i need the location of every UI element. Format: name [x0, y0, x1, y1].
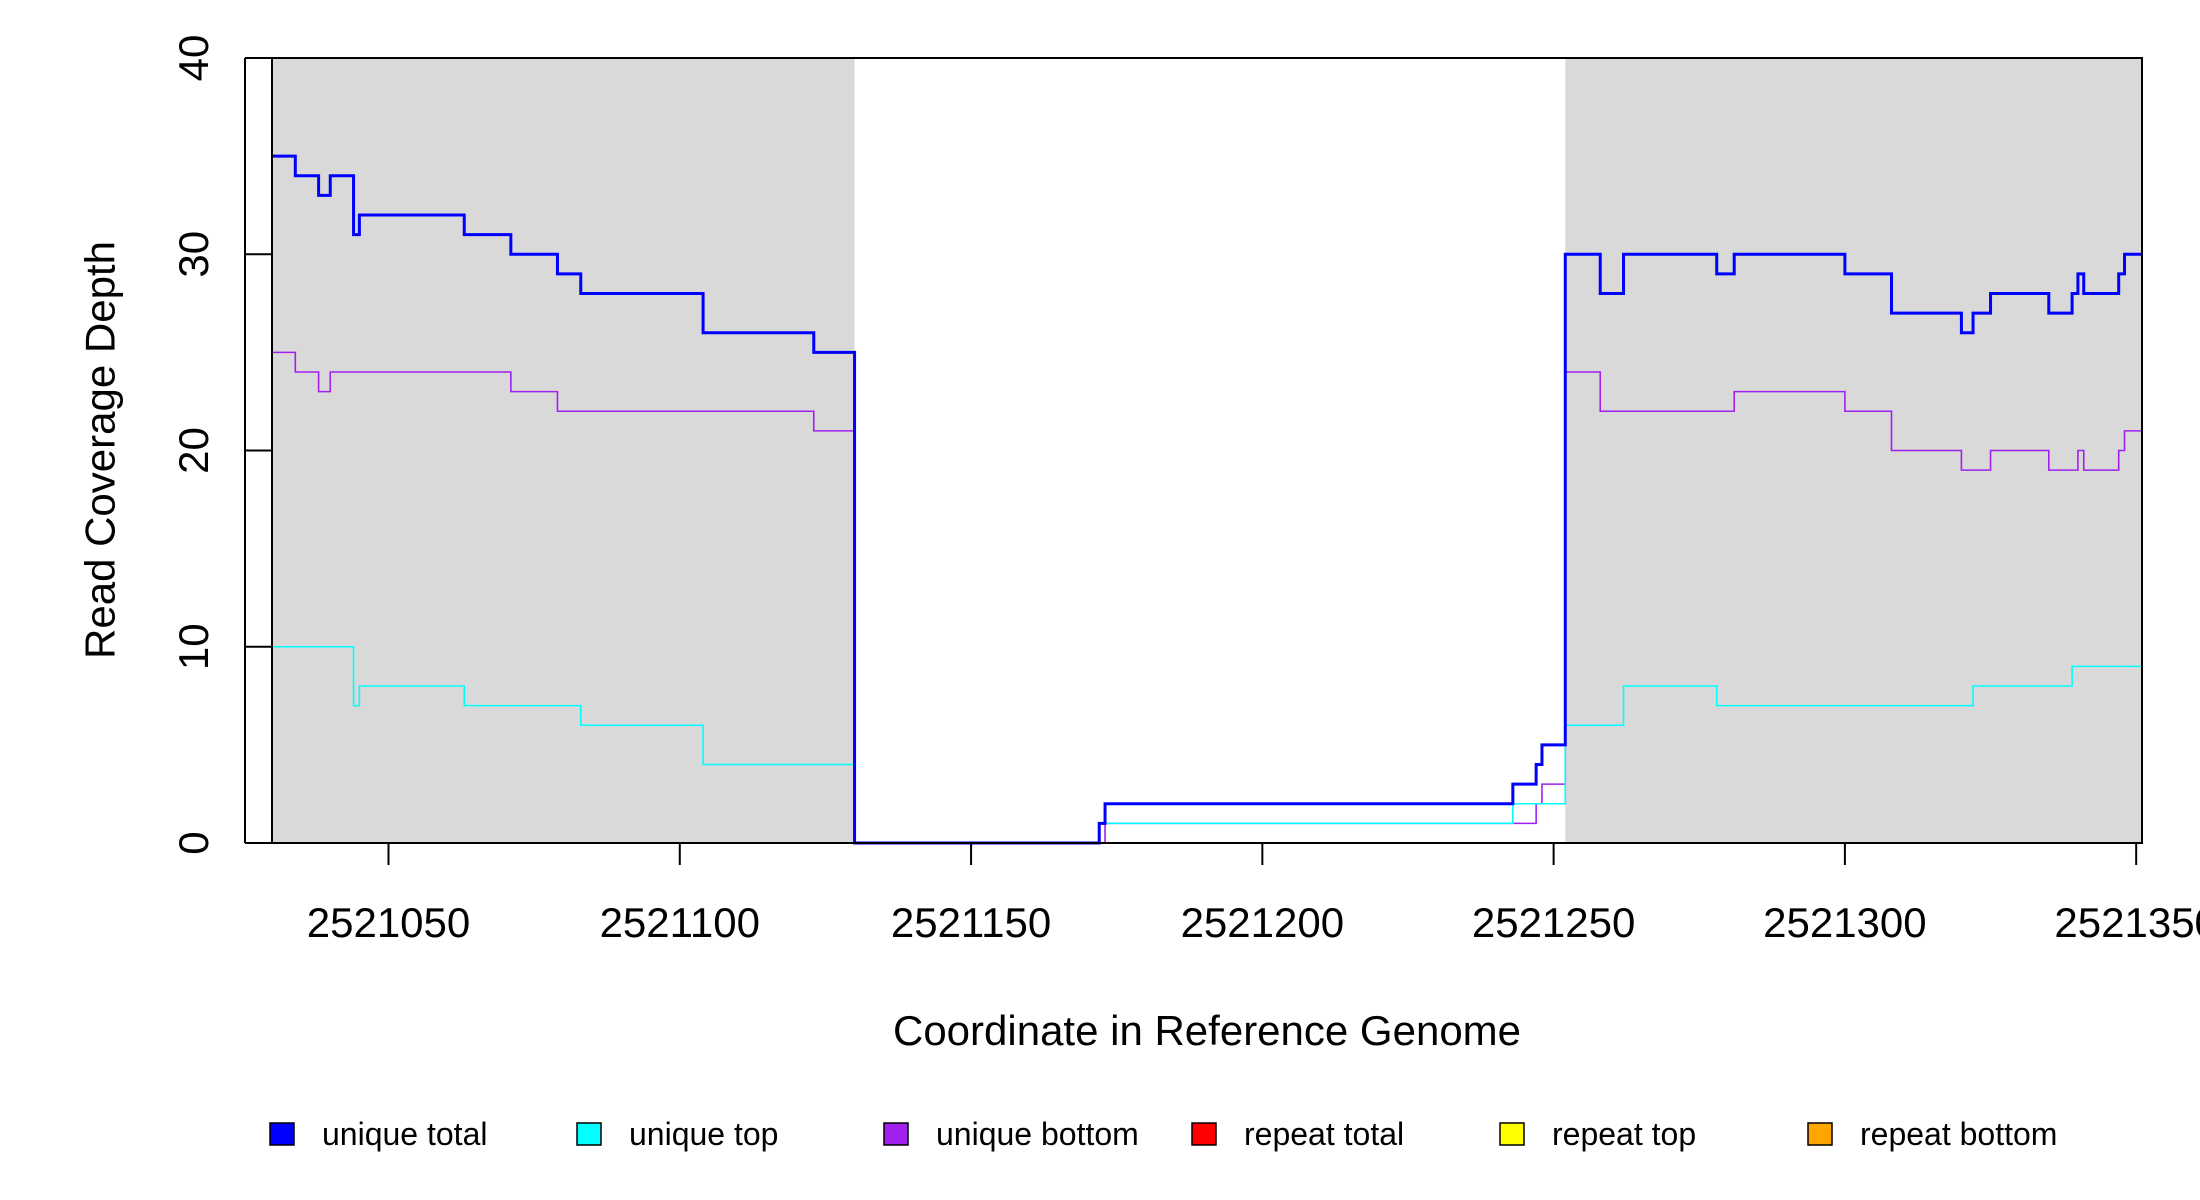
- legend-label-unique-total: unique total: [322, 1116, 487, 1152]
- legend-label-unique-top: unique top: [629, 1116, 778, 1152]
- y-axis-label: Read Coverage Depth: [77, 241, 124, 659]
- legend-swatch-unique-top: [576, 1122, 602, 1146]
- shaded-regions: [272, 58, 2142, 843]
- x-axis-label: Coordinate in Reference Genome: [893, 1007, 1521, 1054]
- series-line-unique-total: [272, 154, 2142, 845]
- legend-swatch-repeat-total: [1191, 1122, 1217, 1146]
- legend-swatch-repeat-bottom: [1807, 1122, 1833, 1146]
- shaded-region-1: [272, 58, 855, 843]
- legend-label-repeat-total: repeat total: [1244, 1116, 1404, 1152]
- series-line-unique-bottom: [272, 351, 2142, 844]
- x-tick-label: 2521300: [1763, 899, 1927, 946]
- legend-swatch-unique-bottom: [883, 1122, 909, 1146]
- shaded-region-2: [1565, 58, 2142, 843]
- legend-label-unique-bottom: unique bottom: [936, 1116, 1139, 1152]
- y-tick-label: 0: [170, 831, 217, 854]
- legend-swatch-repeat-top: [1499, 1122, 1525, 1146]
- y-tick-label: 30: [170, 231, 217, 278]
- legend-label-repeat-top: repeat top: [1552, 1116, 1696, 1152]
- x-axis: 2521050 2521100 2521150 2521200 2521250 25213…: [307, 842, 2200, 946]
- y-tick-label: 40: [170, 35, 217, 82]
- x-tick-label: 2521100: [600, 899, 760, 946]
- legend-label-repeat-bottom: repeat bottom: [1860, 1116, 2057, 1152]
- x-tick-label: 2521150: [891, 899, 1051, 946]
- legend-swatch-unique-total: [269, 1122, 295, 1146]
- y-tick-label: 10: [170, 623, 217, 670]
- x-tick-label: 2521050: [307, 899, 471, 946]
- x-tick-label: 2521250: [1472, 899, 1636, 946]
- y-axis: 0 10 20 30 40: [170, 35, 272, 855]
- legend: unique total unique top unique bottom repea…: [269, 1116, 2057, 1152]
- x-tick-label: 2521200: [1181, 899, 1345, 946]
- y-tick-label: 20: [170, 427, 217, 474]
